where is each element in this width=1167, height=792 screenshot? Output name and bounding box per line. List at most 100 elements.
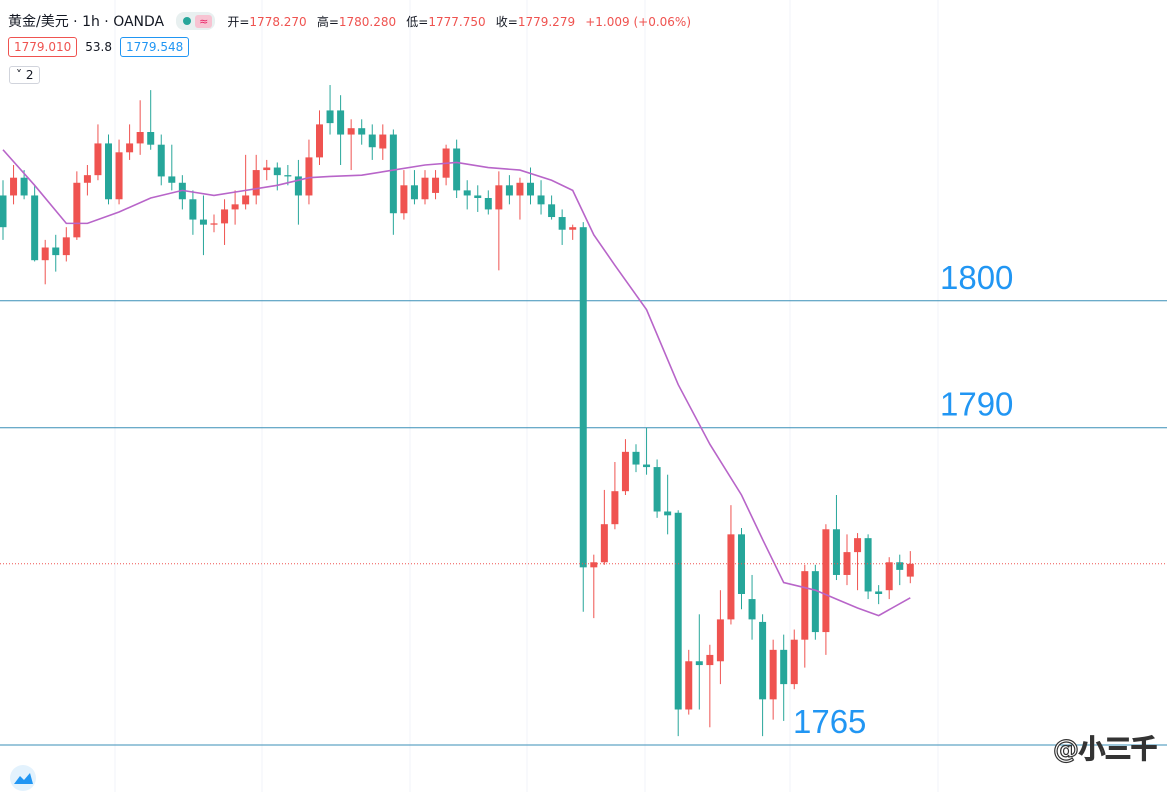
candle-body	[759, 621, 767, 700]
candle-body	[727, 534, 735, 620]
candle-body	[231, 204, 239, 210]
candle-body	[822, 529, 830, 633]
candle-body	[484, 198, 492, 210]
candle-body	[52, 247, 60, 256]
candle-body	[432, 177, 440, 193]
candle-body	[906, 563, 914, 577]
candle-body	[337, 110, 345, 135]
candle-body	[379, 134, 387, 149]
candle-body	[273, 167, 281, 176]
candle-body	[590, 562, 598, 568]
candle-body	[463, 190, 471, 196]
candle-body	[748, 599, 756, 620]
symbol[interactable]: 黄金/美元 · 1h · OANDA	[8, 14, 165, 30]
candle-body	[305, 157, 313, 196]
logo-mark	[14, 773, 33, 784]
ohlc: 开=1778.270 高=1780.280 低=1777.750 收=1779.…	[227, 13, 697, 30]
ohlc-value: 1778.270	[249, 14, 307, 29]
moving-average	[2, 149, 911, 617]
candle-body	[400, 185, 408, 214]
indicator-count: 2	[25, 68, 34, 82]
candle-body	[358, 128, 366, 135]
candle-body	[168, 176, 176, 183]
candle-body	[885, 562, 893, 591]
candle-body	[632, 451, 640, 465]
candle-body	[695, 661, 703, 666]
plot: 1800 1790 1765	[0, 85, 1167, 746]
candle-body	[94, 143, 102, 176]
spread: 53.8	[85, 40, 112, 54]
candle-body	[505, 185, 513, 196]
candle-body	[495, 185, 503, 210]
candle-body	[294, 176, 302, 196]
header: 黄金/美元 · 1h · OANDA ≈ 开=1778.270 高=1780.2…	[8, 11, 697, 31]
candle-body	[221, 209, 229, 224]
tv-logo[interactable]	[10, 765, 36, 791]
candle-body	[716, 619, 724, 662]
indicator-toggle[interactable]: ˅ 2	[9, 66, 41, 84]
candle-body	[864, 538, 872, 592]
watermark: @小三千	[1052, 734, 1157, 765]
candle-body	[62, 237, 70, 256]
change: +1.009 (+0.06%)	[585, 14, 691, 29]
candle-body	[811, 571, 819, 633]
candle-body	[157, 144, 165, 177]
ohlc-key: 开=	[227, 14, 250, 29]
candle-body	[569, 227, 577, 230]
candle-body	[252, 170, 260, 196]
logo-bg	[10, 765, 36, 791]
candle-body	[242, 195, 250, 205]
candle-body	[832, 529, 840, 575]
candle-body	[527, 182, 534, 196]
candle-body	[73, 182, 81, 238]
ohlc-value: 1779.279	[517, 14, 576, 29]
level-label: 1790	[940, 386, 1013, 423]
candle-body	[326, 110, 334, 124]
candle-body	[854, 538, 862, 553]
candle-body	[0, 195, 7, 228]
ohlc-value: 1777.750	[428, 14, 486, 29]
candle-body	[611, 491, 619, 525]
candle-body	[284, 175, 292, 177]
candle-body	[316, 124, 323, 158]
bid[interactable]: 1779.010	[8, 37, 78, 57]
candle-body	[875, 591, 883, 594]
candle-body	[558, 217, 566, 230]
candle-body	[105, 143, 112, 200]
ohlc-value: 1780.280	[338, 14, 397, 29]
candle-body	[136, 132, 144, 144]
candle-body	[516, 182, 524, 196]
candle-body	[210, 223, 218, 225]
ask[interactable]: 1779.548	[119, 37, 190, 57]
ohlc-key: 高=	[316, 14, 339, 29]
candle-body	[474, 195, 482, 198]
quote-row: 1779.010 53.8 1779.548	[8, 37, 190, 57]
status-dot	[183, 17, 192, 25]
candle-body	[621, 451, 629, 492]
candle-body	[790, 639, 798, 685]
candle-body	[600, 524, 608, 563]
candle-body	[199, 219, 207, 225]
ohlc-key: 低=	[406, 14, 429, 29]
candle-body	[421, 177, 429, 200]
candle-body	[548, 204, 556, 218]
candle-body	[537, 195, 545, 205]
candle-body	[664, 511, 672, 516]
candle-body	[780, 649, 788, 685]
candle-body	[347, 128, 355, 135]
candle-body	[896, 562, 904, 570]
level-label: 1800	[940, 259, 1013, 296]
candle-body	[115, 152, 123, 200]
candle-body	[20, 177, 28, 196]
status-pill[interactable]: ≈	[176, 12, 216, 30]
candle-body	[368, 134, 376, 148]
candle-body	[653, 467, 661, 512]
candle-body	[706, 654, 714, 666]
candle-body	[579, 227, 587, 568]
candle-body	[410, 185, 418, 200]
candle-body	[389, 134, 397, 214]
candle-body	[685, 661, 693, 710]
candle-body	[83, 175, 91, 183]
